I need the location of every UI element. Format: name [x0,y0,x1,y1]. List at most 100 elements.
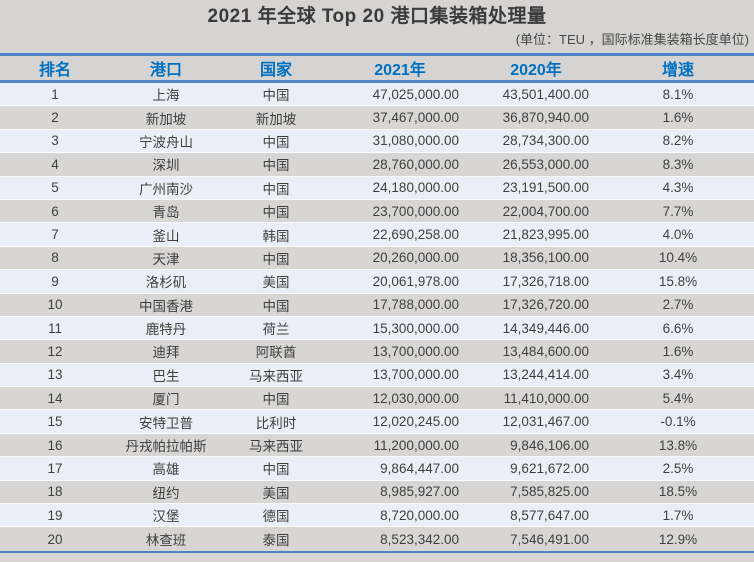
cell-rank: 19 [47,507,63,523]
cell-2021: 22,690,258.00 [372,227,459,243]
cell-country: 中国 [262,392,290,408]
table-row: 1 上海 中国 47,025,000.00 43,501,400.00 8.1% [0,83,754,107]
cell-port: 深圳 [152,158,180,174]
cell-2021: 11,200,000.00 [373,437,459,453]
ports-table: 排名 港口 国家 2021年 2020年 增速 1 上海 中国 47,025,000.… [0,53,754,553]
cell-2020: 11,410,000.00 [503,390,589,406]
cell-2020: 22,004,700.00 [502,203,589,219]
cell-country: 中国 [262,88,290,104]
cell-port: 宁波舟山 [139,134,193,150]
cell-2020: 13,484,600.00 [502,343,589,359]
cell-2021: 23,700,000.00 [372,203,459,219]
cell-growth: 1.6% [662,110,694,126]
cell-rank: 20 [47,531,63,547]
cell-growth: 5.4% [662,390,694,406]
cell-rank: 17 [47,460,63,476]
cell-2020: 21,823,995.00 [502,227,589,243]
cell-growth: 2.5% [662,460,694,476]
table-row: 15 安特卫普 比利时 12,020,245.00 12,031,467.00 -0.1% [0,410,754,434]
cell-port: 天津 [152,251,180,267]
cell-port: 林查班 [145,533,187,549]
table-row: 14 厦门 中国 12,030,000.00 11,410,000.00 5.4% [0,387,754,411]
cell-2021: 24,180,000.00 [372,180,459,196]
cell-port: 纽约 [152,485,180,501]
column-header-rank: 排名 [38,62,71,79]
cell-country: 美国 [262,275,290,291]
cell-2021: 31,080,000.00 [372,133,459,149]
cell-port: 中国香港 [139,298,193,314]
cell-country: 马来西亚 [249,368,303,384]
cell-port: 厦门 [152,392,180,408]
cell-2020: 17,326,720.00 [502,297,589,313]
cell-rank: 6 [51,203,59,219]
cell-port: 安特卫普 [139,415,193,431]
cell-growth: 3.4% [662,367,694,383]
cell-2020: 23,191,500.00 [502,180,589,196]
table-row: 8 天津 中国 20,260,000.00 18,356,100.00 10.4% [0,246,754,271]
cell-country: 中国 [262,205,290,221]
column-header-growth: 增速 [661,62,694,79]
cell-2021: 8,720,000.00 [380,507,459,523]
cell-rank: 10 [47,297,63,313]
cell-2020: 12,031,467.00 [502,414,589,430]
cell-rank: 18 [47,484,63,500]
table-row: 7 釜山 韩国 22,690,258.00 21,823,995.00 4.0% [0,223,754,247]
cell-country: 中国 [262,298,290,314]
cell-2021: 47,025,000.00 [372,86,459,102]
table-row: 12 迪拜 阿联酋 13,700,000.00 13,484,600.00 1.6% [0,340,754,364]
cell-2020: 26,553,000.00 [502,156,589,172]
table-row: 19 汉堡 德国 8,720,000.00 8,577,647.00 1.7% [0,504,754,528]
cell-country: 中国 [262,462,290,478]
cell-rank: 2 [51,110,59,126]
cell-port: 鹿特丹 [145,322,187,338]
unit-note: (单位：TEU ，国际标准集装箱长度单位) [515,32,749,47]
cell-growth: 15.8% [658,273,698,289]
table-row: 11 鹿特丹 荷兰 15,300,000.00 14,349,446.00 6.6% [0,316,754,341]
cell-2021: 8,985,927.00 [380,484,459,500]
cell-rank: 15 [47,414,63,430]
cell-growth: 7.7% [662,203,694,219]
cell-2020: 18,356,100.00 [502,250,589,266]
cell-2020: 9,621,672.00 [510,460,589,476]
cell-port: 洛杉矶 [145,275,187,291]
cell-rank: 11 [47,320,62,336]
cell-growth: 12.9% [658,531,698,547]
table-row: 3 宁波舟山 中国 31,080,000.00 28,734,300.00 8.2% [0,129,754,154]
column-header-2021: 2021年 [374,62,426,79]
cell-growth: 8.1% [662,86,694,102]
table-body: 1 上海 中国 47,025,000.00 43,501,400.00 8.1% 2 新加坡新… [0,83,754,551]
cell-2021: 20,260,000.00 [372,250,459,266]
cell-growth: 1.6% [662,343,694,359]
cell-2021: 15,300,000.00 [372,320,459,336]
cell-rank: 13 [47,367,63,383]
cell-2020: 43,501,400.00 [502,86,589,102]
table-row: 20 林查班 泰国 8,523,342.00 7,546,491.00 12.9% [0,527,754,551]
cell-rank: 8 [51,250,59,266]
cell-2021: 17,788,000.00 [372,297,459,313]
cell-2020: 28,734,300.00 [502,133,589,149]
cell-2021: 28,760,000.00 [372,156,459,172]
cell-country: 新加坡 [255,111,297,127]
cell-port: 迪拜 [152,345,180,361]
table-row: 9 洛杉矶 美国 20,061,978.00 17,326,718.00 15.8% [0,270,754,294]
cell-growth: 4.3% [662,180,694,196]
cell-country: 中国 [262,181,290,197]
cell-country: 中国 [262,251,290,267]
cell-rank: 7 [51,227,59,243]
cell-port: 上海 [152,88,180,104]
table-row: 4 深圳 中国 28,760,000.00 26,553,000.00 8.3% [0,153,754,177]
column-header-2020: 2020年 [510,62,562,79]
cell-country: 马来西亚 [249,439,303,455]
cell-2021: 13,700,000.00 [372,343,459,359]
page-title: 2021 年全球 Top 20 港口集装箱处理量 [207,6,547,27]
cell-2020: 17,326,718.00 [502,273,589,289]
cell-2020: 14,349,446.00 [502,320,589,336]
cell-port: 丹戎帕拉帕斯 [125,439,207,455]
cell-2020: 13,244,414.00 [502,367,589,383]
cell-port: 高雄 [152,462,180,478]
cell-port: 广州南沙 [139,181,193,197]
table-row: 17 高雄 中国 9,864,447.00 9,621,672.00 2.5% [0,457,754,481]
cell-2021: 9,864,447.00 [380,460,459,476]
table-row: 6 青岛 中国 23,700,000.00 22,004,700.00 7.7% [0,199,754,224]
